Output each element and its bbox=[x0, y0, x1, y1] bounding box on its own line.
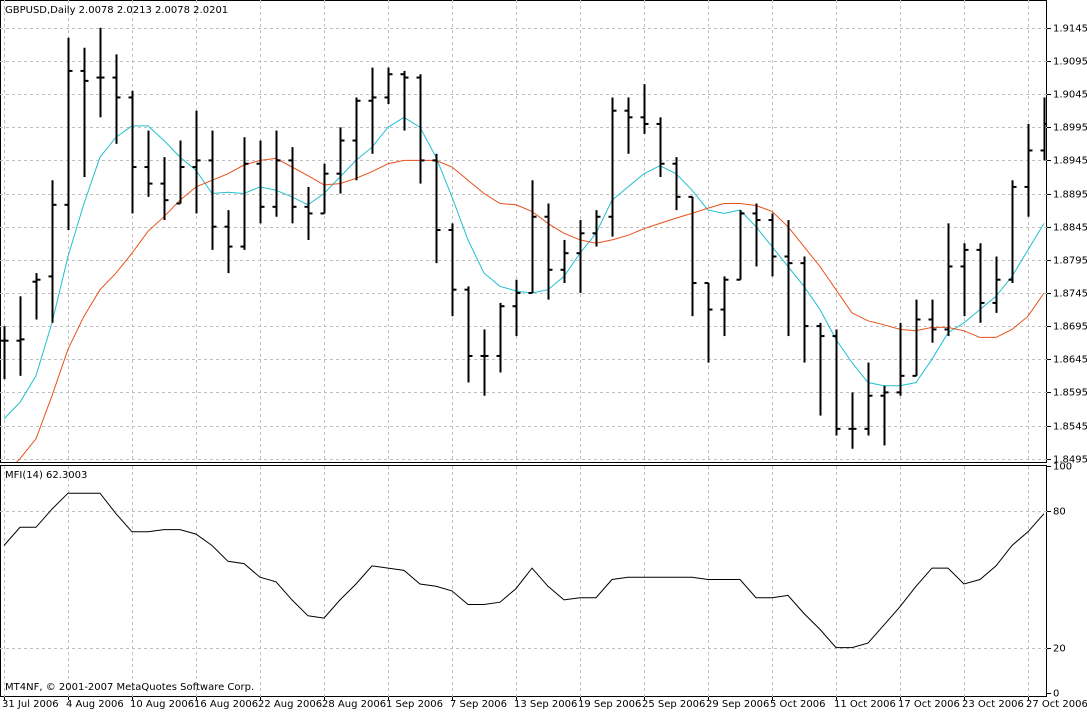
indicator-panel bbox=[0, 465, 1047, 697]
y-tick-label: 20 bbox=[1053, 644, 1066, 655]
y-tick-label: 80 bbox=[1053, 507, 1066, 518]
y-tick-label: 1.8845 bbox=[1053, 223, 1087, 234]
x-tick-label: 29 Sep 2006 bbox=[706, 699, 769, 710]
copyright: MT4NF, © 2001-2007 MetaQuotes Software C… bbox=[5, 682, 254, 693]
x-tick-label: 25 Sep 2006 bbox=[642, 699, 705, 710]
indicator-title: MFI(14) 62.3003 bbox=[5, 470, 87, 481]
y-tick-label: 1.8945 bbox=[1053, 156, 1087, 167]
x-tick-label: 28 Aug 2006 bbox=[322, 699, 386, 710]
y-tick-label: 1.8645 bbox=[1053, 355, 1087, 366]
x-tick-label: 1 Sep 2006 bbox=[386, 699, 443, 710]
price-plot bbox=[0, 0, 1047, 462]
axes: 1.9145 1.9095 1.9045 1.8995 1.8945 1.8895 1.88… bbox=[2, 24, 1087, 711]
moving-average bbox=[3, 116, 1045, 420]
y-tick-label: 1.8995 bbox=[1053, 123, 1087, 134]
mfi-line bbox=[3, 492, 1045, 649]
y-tick-label: 1.8595 bbox=[1053, 388, 1087, 399]
price-panel bbox=[0, 0, 1047, 463]
chart-title: GBPUSD,Daily 2.0078 2.0213 2.0078 2.0201 bbox=[5, 5, 228, 16]
y-tick-label: 1.8545 bbox=[1053, 422, 1087, 433]
y-tick-label: 0 bbox=[1053, 689, 1059, 700]
y-tick-label: 100 bbox=[1053, 462, 1072, 473]
y-tick-label: 1.8695 bbox=[1053, 322, 1087, 333]
x-tick-label: 31 Jul 2006 bbox=[2, 699, 59, 710]
x-tick-label: 11 Oct 2006 bbox=[834, 699, 896, 710]
y-tick-label: 1.9095 bbox=[1053, 57, 1087, 68]
y-tick-label: 1.9045 bbox=[1053, 90, 1087, 101]
x-tick-label: 13 Sep 2006 bbox=[514, 699, 577, 710]
x-tick-label: 16 Aug 2006 bbox=[194, 699, 258, 710]
y-tick-label: 1.8895 bbox=[1053, 190, 1087, 201]
x-tick-label: 4 Aug 2006 bbox=[66, 699, 124, 710]
x-tick-label: 22 Aug 2006 bbox=[258, 699, 322, 710]
y-tick-label: 1.8745 bbox=[1053, 289, 1087, 300]
y-tick-label: 1.9145 bbox=[1053, 24, 1087, 35]
x-tick-label: 5 Oct 2006 bbox=[770, 699, 825, 710]
x-tick-label: 17 Oct 2006 bbox=[898, 699, 960, 710]
indicator-plot bbox=[0, 466, 1047, 697]
x-tick-label: 19 Sep 2006 bbox=[578, 699, 641, 710]
y-tick-label: 1.8795 bbox=[1053, 256, 1087, 267]
moving-average bbox=[16, 157, 1045, 462]
x-tick-label: 27 Oct 2006 bbox=[1026, 699, 1087, 710]
x-tick-label: 7 Sep 2006 bbox=[450, 699, 507, 710]
x-tick-label: 23 Oct 2006 bbox=[962, 699, 1024, 710]
y-tick-label: 1.8495 bbox=[1053, 455, 1087, 466]
x-tick-label: 10 Aug 2006 bbox=[130, 699, 194, 710]
